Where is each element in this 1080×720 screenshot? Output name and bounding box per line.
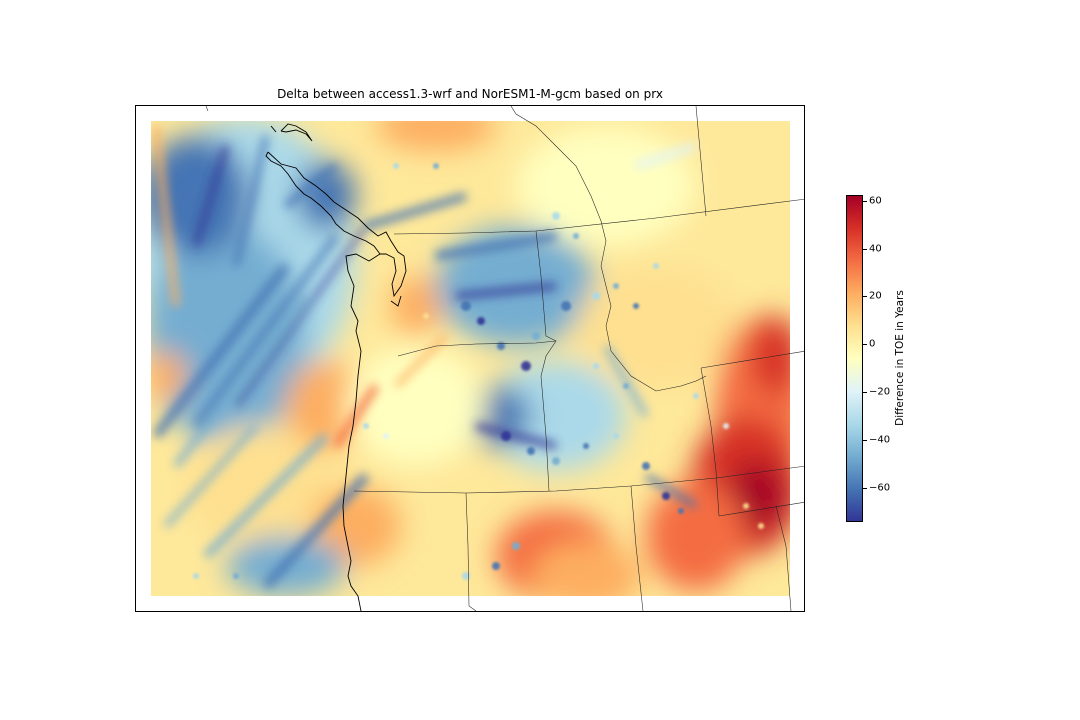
borders <box>205 106 804 611</box>
map-title: Delta between access1.3-wrf and NorESM1-… <box>277 87 663 101</box>
field-smooth <box>151 121 790 596</box>
colorbar-tick-mark <box>863 487 867 489</box>
colorbar-tick-mark <box>863 439 867 441</box>
field-streaks <box>152 125 698 590</box>
colorbar-tick-mark <box>863 248 867 250</box>
colorbar-tick-label: 20 <box>869 290 882 302</box>
colorbar-tick-label: 0 <box>869 338 876 350</box>
colorbar-gradient <box>847 196 862 521</box>
coastline <box>265 123 407 611</box>
map-canvas <box>151 106 804 611</box>
colorbar-tick-label: 40 <box>869 243 882 255</box>
field-speckle <box>193 163 764 580</box>
colorbar-tick-mark <box>863 344 867 346</box>
colorbar-tick-label: −20 <box>869 386 891 398</box>
colorbar-tick-mark <box>863 200 867 202</box>
map-panel <box>135 105 805 612</box>
colorbar-label: Difference in TOE in Years <box>894 290 906 426</box>
data-field <box>151 121 790 596</box>
colorbar-tick-label: 60 <box>869 195 882 207</box>
colorbar-tick-label: −60 <box>869 482 891 494</box>
colorbar-tick-label: −40 <box>869 434 891 446</box>
colorbar-tick-mark <box>863 296 867 298</box>
colorbar-tick-mark <box>863 391 867 393</box>
colorbar <box>846 195 863 522</box>
